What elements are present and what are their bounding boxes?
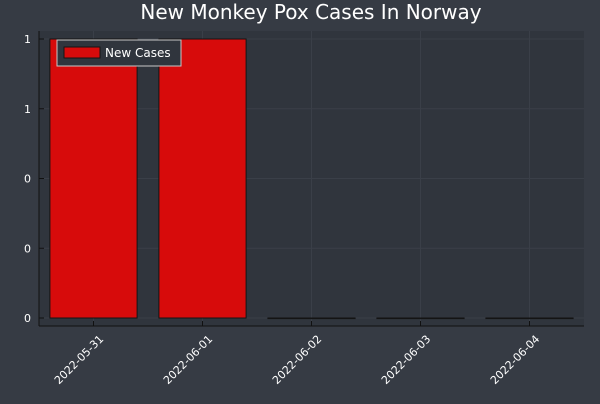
bar-2022-06-04	[485, 317, 574, 320]
bar-2022-05-31	[49, 38, 138, 319]
legend-swatch	[63, 46, 101, 59]
bar-2022-06-03	[376, 317, 465, 320]
y-tick-label: 0	[24, 312, 31, 325]
bar-2022-06-02	[267, 317, 356, 320]
y-tick-label: 0	[24, 173, 31, 186]
bars	[49, 38, 574, 320]
y-tick-label: 1	[24, 103, 31, 116]
chart-title: New Monkey Pox Cases In Norway	[140, 0, 481, 24]
legend: New Cases	[56, 39, 182, 67]
bar-2022-06-01	[158, 38, 247, 319]
y-axis-ticks: 0 0 0 1 1	[24, 33, 44, 325]
y-tick-label: 1	[24, 33, 31, 46]
y-tick-label: 0	[24, 242, 31, 255]
legend-label: New Cases	[105, 46, 171, 60]
